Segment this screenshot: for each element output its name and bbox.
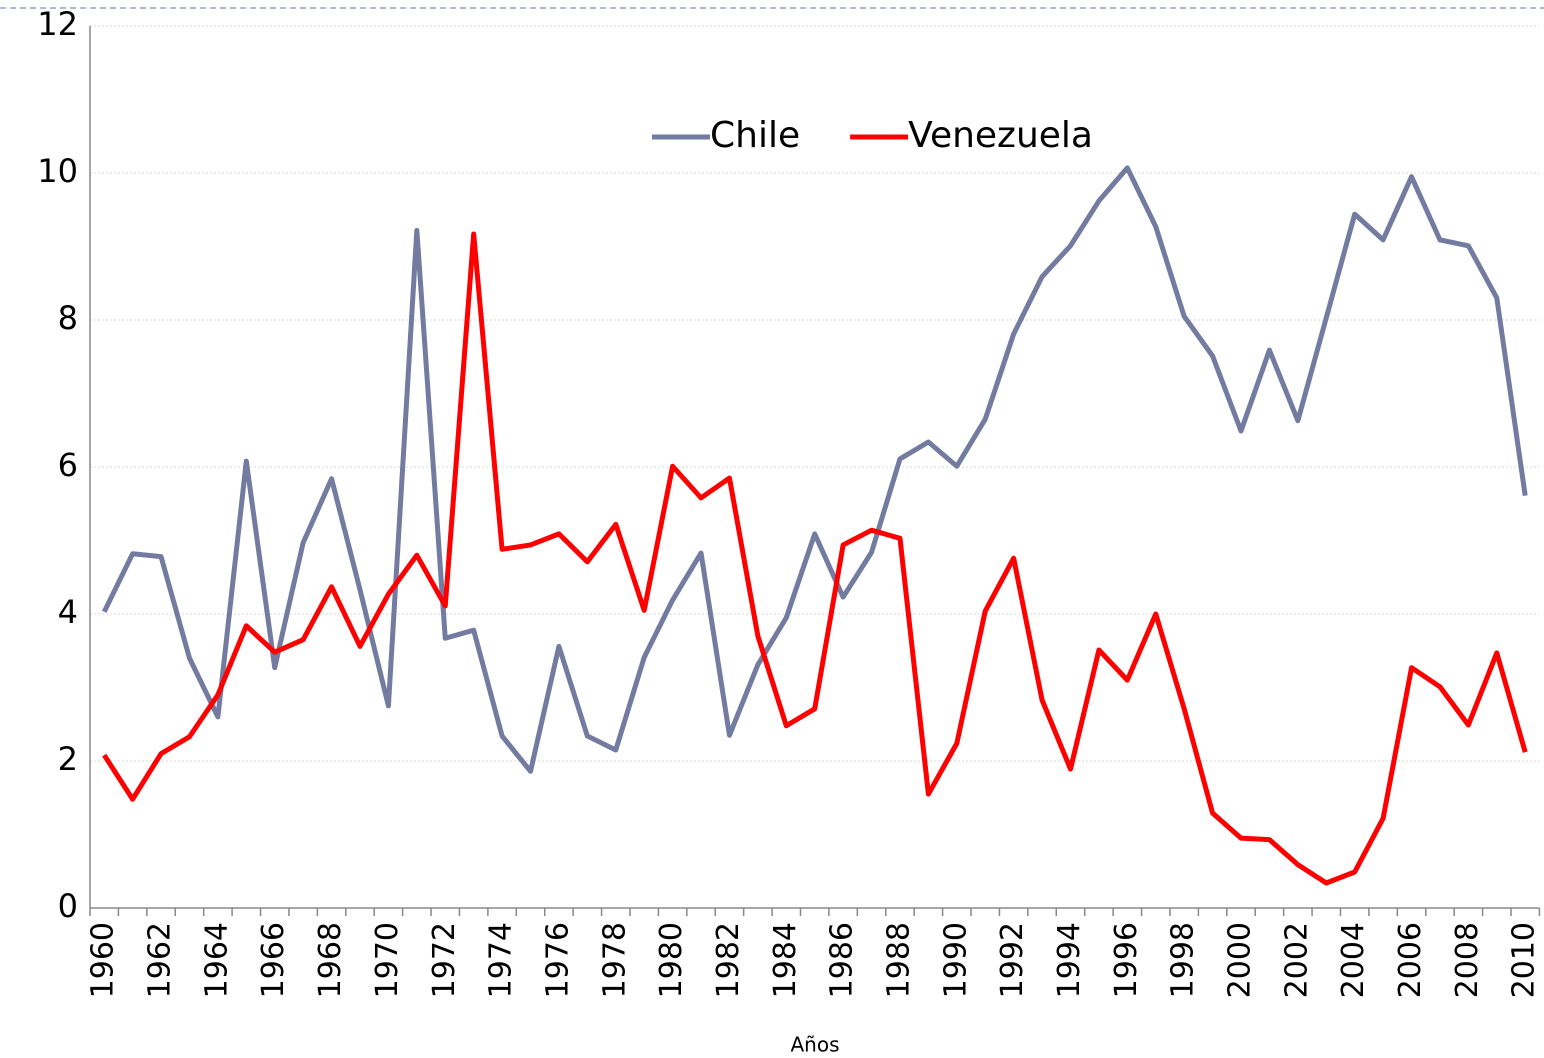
x-tick-label: 2008 [1450, 922, 1485, 998]
y-tick-label: 0 [58, 887, 78, 925]
x-tick-label: 1974 [484, 922, 519, 998]
x-tick-label: 1990 [938, 922, 973, 998]
line-series [101, 165, 1528, 774]
x-tick-label: 1996 [1109, 922, 1144, 998]
x-tick-label: 1978 [597, 922, 632, 998]
x-tick-label: 1972 [427, 922, 462, 998]
x-tick-label: 1960 [86, 922, 121, 998]
x-tick-label: 2006 [1393, 922, 1428, 998]
x-tick-label: 1970 [370, 922, 405, 998]
x-tick-label: 2002 [1279, 922, 1314, 998]
line-series [102, 231, 1528, 886]
x-tick-label: 1962 [143, 922, 178, 998]
legend-label: Venezuela [908, 115, 1093, 156]
x-tick-label: 1964 [199, 922, 234, 998]
x-tick-label: 2004 [1336, 922, 1371, 998]
y-tick-label: 2 [58, 740, 78, 778]
y-tick-label: 12 [37, 5, 78, 43]
x-tick-label: 1994 [1052, 922, 1087, 998]
x-tick-label: 1982 [711, 922, 746, 998]
x-tick-label: 1968 [313, 922, 348, 998]
y-tick-label: 6 [58, 446, 78, 484]
x-tick-label: 2010 [1507, 922, 1542, 998]
x-tick-label: 1986 [825, 922, 860, 998]
y-tick-label: 8 [58, 299, 78, 337]
x-tick-label: 1992 [995, 922, 1030, 998]
y-tick-label: 10 [37, 152, 78, 190]
x-tick-label: 1984 [768, 922, 803, 998]
x-tick-label: 1980 [654, 922, 689, 998]
x-tick-label: 1998 [1166, 922, 1201, 998]
x-tick-label: 1976 [540, 922, 575, 998]
x-tick-label: 1966 [256, 922, 291, 998]
y-tick-label: 4 [58, 593, 78, 631]
legend-label: Chile [710, 115, 800, 156]
x-axis-label: Años [790, 1033, 839, 1057]
x-tick-label: 1988 [881, 922, 916, 998]
x-tick-label: 2000 [1223, 922, 1258, 998]
